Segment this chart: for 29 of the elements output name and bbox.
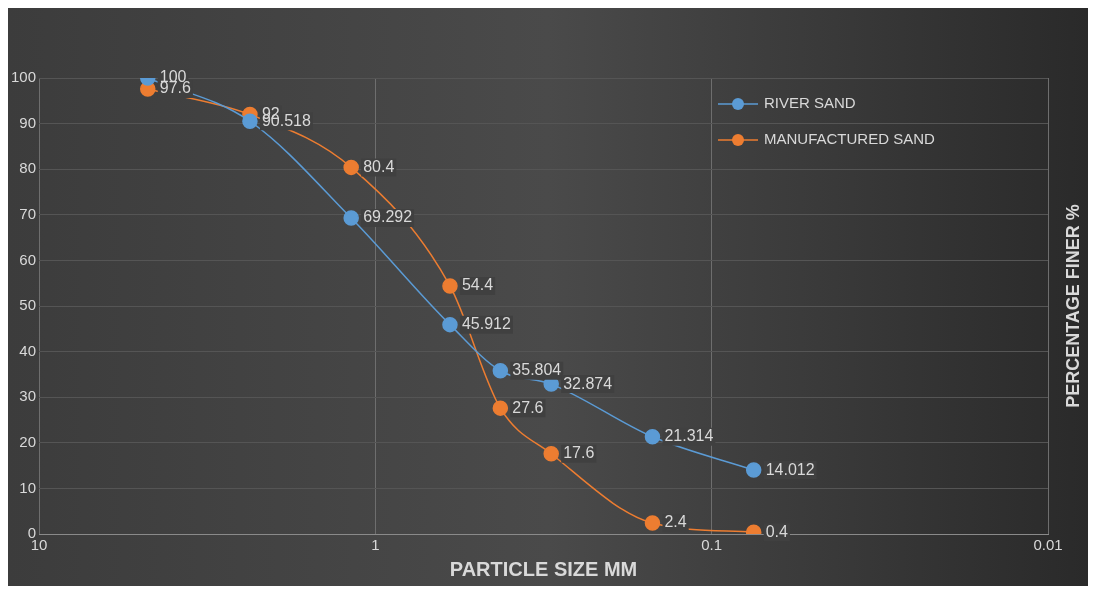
y-tick-label: 50 bbox=[19, 296, 37, 314]
data-label: 54.4 bbox=[461, 276, 494, 294]
y-tick-label: 90 bbox=[19, 113, 37, 131]
data-label: 45.912 bbox=[461, 315, 511, 333]
x-tick-label: 0.1 bbox=[701, 536, 723, 554]
y-tick-label: 100 bbox=[11, 68, 37, 86]
data-label: 35.804 bbox=[512, 361, 562, 379]
legend-label: MANUFACTURED SAND bbox=[764, 130, 936, 148]
y-tick-label: 20 bbox=[19, 432, 37, 450]
data-label: 0.4 bbox=[765, 522, 789, 540]
y-axis-title: PERCENTAGE FINER % bbox=[1062, 204, 1083, 408]
y-tick-label: 30 bbox=[19, 387, 37, 405]
y-tick-label: 70 bbox=[19, 204, 37, 222]
data-label: 14.012 bbox=[765, 460, 815, 478]
x-tick-label: 1 bbox=[371, 536, 380, 554]
y-tick-label: 40 bbox=[19, 341, 37, 359]
data-label: 21.314 bbox=[664, 427, 714, 445]
y-tick-label: 80 bbox=[19, 159, 37, 177]
data-label: 32.874 bbox=[563, 374, 613, 392]
x-axis-title: PARTICLE SIZE MM bbox=[449, 557, 638, 580]
legend-label: RIVER SAND bbox=[764, 94, 856, 112]
y-tick-label: 10 bbox=[19, 478, 37, 496]
data-label: 2.4 bbox=[664, 513, 687, 531]
data-label: 80.4 bbox=[363, 157, 395, 175]
data-label: 17.6 bbox=[563, 444, 595, 462]
y-tick-label: 60 bbox=[19, 250, 37, 268]
x-tick-label: 0.01 bbox=[1033, 536, 1063, 554]
data-label: 27.6 bbox=[512, 398, 544, 416]
data-label: 69.292 bbox=[363, 208, 413, 226]
